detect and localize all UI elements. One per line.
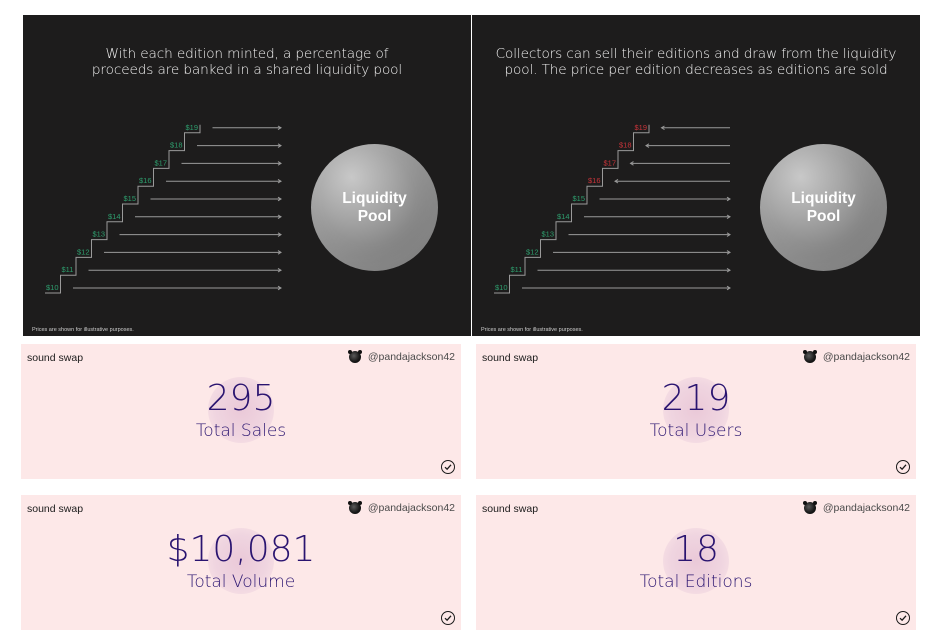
arrowhead <box>277 250 282 255</box>
check-circle-icon[interactable] <box>896 460 910 474</box>
liquidity-pool-sphere: Liquidity Pool <box>311 144 438 271</box>
step-price-label: $10 <box>46 283 59 292</box>
step-price-label: $18 <box>619 141 632 150</box>
staircase-outline <box>494 124 650 294</box>
total-users-card: sound swap @pandajackson42 219 Total Use… <box>476 344 916 479</box>
step-price-label: $11 <box>511 265 523 274</box>
step-price-label: $10 <box>495 283 508 292</box>
arrowhead <box>277 143 282 148</box>
step-price-label: $14 <box>557 212 570 221</box>
stat-label: Total Editions <box>639 572 753 592</box>
heading-line: proceeds are banked in a shared liquidit… <box>91 62 403 78</box>
check-circle-icon[interactable] <box>441 460 455 474</box>
arrowhead <box>614 178 619 184</box>
arrowhead <box>277 178 282 184</box>
brand-name: sound swap <box>27 352 84 364</box>
panda-avatar-icon <box>347 350 362 363</box>
pool-label-line: Pool <box>806 207 841 225</box>
step-price-label: $19 <box>635 123 648 132</box>
pool-label-line: Pool <box>357 207 392 225</box>
step-price-label: $12 <box>526 247 539 256</box>
heading-line: Collectors can sell their editions and d… <box>495 46 897 62</box>
step-price-label: $17 <box>604 158 617 167</box>
stat-value: 295 <box>206 378 276 419</box>
heading-line: With each edition minted, a percentage o… <box>105 46 389 62</box>
arrowhead <box>726 250 731 255</box>
arrowhead <box>277 214 282 220</box>
staircase-outline <box>45 124 201 294</box>
pool-label-line: Liquidity <box>342 189 407 207</box>
decorative-blob <box>208 528 274 594</box>
step-price-label: $12 <box>77 247 90 256</box>
username[interactable]: @pandajackson42 <box>367 502 455 514</box>
arrowhead <box>277 267 282 273</box>
arrowhead <box>277 285 282 291</box>
total-editions-card: sound swap @pandajackson42 18 Total Edit… <box>476 495 916 630</box>
pool-label-line: Liquidity <box>791 189 856 207</box>
arrowhead <box>277 161 282 166</box>
arrowhead <box>726 267 731 273</box>
stat-label: Total Users <box>649 421 743 441</box>
arrowhead <box>645 143 650 148</box>
arrowhead <box>726 214 731 220</box>
footnote: Prices are shown for illustrative purpos… <box>32 327 134 333</box>
arrowhead <box>726 196 731 202</box>
stat-value: 18 <box>673 529 719 570</box>
total-sales-card: sound swap @pandajackson42 295 Total Sal… <box>21 344 461 479</box>
username[interactable]: @pandajackson42 <box>822 351 910 363</box>
username[interactable]: @pandajackson42 <box>367 351 455 363</box>
heading-line: pool. The price per edition decreases as… <box>504 62 888 78</box>
step-price-label: $16 <box>139 176 152 185</box>
stat-value: $10,081 <box>166 529 316 570</box>
decorative-blob <box>208 377 274 443</box>
stat-label: Total Sales <box>195 421 287 441</box>
panda-avatar-icon <box>802 350 817 363</box>
brand-name: sound swap <box>482 503 539 515</box>
arrowhead <box>277 232 282 237</box>
brand-name: sound swap <box>27 503 84 515</box>
panel-heading: Collectors can sell their editions and d… <box>472 46 920 78</box>
decorative-blob <box>663 528 729 594</box>
arrowhead <box>660 125 665 131</box>
liquidity-pool-sphere: Liquidity Pool <box>760 144 887 271</box>
step-price-label: $13 <box>93 230 106 239</box>
decorative-blob <box>663 377 729 443</box>
step-price-label: $18 <box>170 141 183 150</box>
panda-avatar-icon <box>802 501 817 514</box>
arrowhead <box>277 125 282 131</box>
step-price-label: $13 <box>542 230 555 239</box>
check-circle-icon[interactable] <box>896 611 910 625</box>
arrowhead <box>629 161 634 166</box>
panda-avatar-icon <box>347 501 362 514</box>
arrowhead <box>726 232 731 237</box>
step-price-label: $19 <box>186 123 199 132</box>
total-volume-card: sound swap @pandajackson42 $10,081 Total… <box>21 495 461 630</box>
stat-label: Total Volume <box>186 572 296 592</box>
user-handle[interactable]: @pandajackson42 <box>347 501 455 514</box>
brand-name: sound swap <box>482 352 539 364</box>
sell-illustration-panel: Collectors can sell their editions and d… <box>472 15 920 336</box>
price-staircase: $10$11$12$13$14$15$16$17$18$19 <box>45 123 282 294</box>
user-handle[interactable]: @pandajackson42 <box>347 350 455 363</box>
step-price-label: $15 <box>573 194 586 203</box>
step-price-label: $16 <box>588 176 601 185</box>
panel-heading: With each edition minted, a percentage o… <box>23 46 471 78</box>
price-staircase: $10$11$12$13$14$15$16$17$18$19 <box>494 123 731 294</box>
step-price-label: $17 <box>155 158 168 167</box>
footnote: Prices are shown for illustrative purpos… <box>481 327 583 333</box>
step-price-label: $11 <box>62 265 74 274</box>
user-handle[interactable]: @pandajackson42 <box>802 501 910 514</box>
stat-value: 219 <box>661 378 731 419</box>
user-handle[interactable]: @pandajackson42 <box>802 350 910 363</box>
username[interactable]: @pandajackson42 <box>822 502 910 514</box>
arrowhead <box>726 285 731 291</box>
check-circle-icon[interactable] <box>441 611 455 625</box>
arrowhead <box>277 196 282 202</box>
step-price-label: $14 <box>108 212 121 221</box>
step-price-label: $15 <box>124 194 137 203</box>
mint-illustration-panel: With each edition minted, a percentage o… <box>23 15 471 336</box>
